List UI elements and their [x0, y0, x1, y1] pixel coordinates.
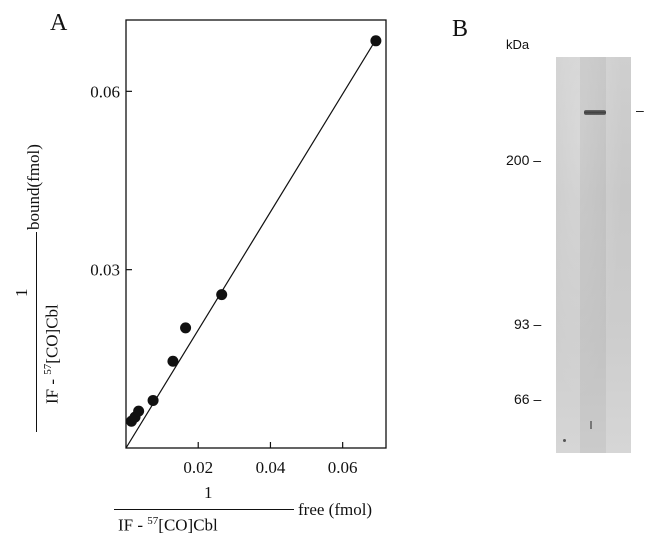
y-axis-label-numerator: 1 [12, 288, 31, 298]
x-axis-label-suffix: free (fmol) [298, 500, 373, 519]
scatter-chart: 0.03 0.06 0.02 0.04 0.06 [90, 19, 387, 477]
blot-gel-image [556, 57, 631, 453]
marker-tick: – [529, 152, 542, 168]
x-tick-label: 0.06 [328, 458, 358, 477]
data-point [370, 35, 382, 47]
data-point [167, 355, 179, 367]
blot-band [584, 110, 606, 115]
y-axis-label-denominator: IF - 57[CO]Cbl [42, 304, 62, 404]
fit-line [125, 40, 376, 449]
marker-200: 200 – [506, 152, 542, 168]
y-axis-fraction-bar [36, 232, 37, 432]
panel-a-label: A [50, 10, 68, 36]
plot-frame [125, 19, 387, 449]
y-axis-label: 1 IF - 57[CO]Cbl bound(fmol) [12, 122, 72, 442]
x-axis-label-denominator: IF - 57[CO]Cbl [118, 515, 218, 535]
data-point [216, 289, 228, 301]
marker-tick: – [529, 316, 542, 332]
panel-b-label: B [452, 16, 469, 42]
data-point [133, 405, 145, 417]
blot-unit-label: kDa [506, 37, 530, 52]
data-point [180, 322, 192, 334]
y-tick-label: 0.06 [90, 82, 120, 101]
marker-66: 66 – [514, 391, 542, 407]
blot-lane [580, 57, 606, 453]
x-tick-label: 0.04 [256, 458, 286, 477]
marker-93: 93 – [514, 316, 542, 332]
x-axis-fraction-bar [114, 509, 294, 510]
band-marker: – [636, 102, 644, 118]
data-point [147, 394, 159, 406]
marker-tick: – [529, 391, 542, 407]
blot-speck [563, 439, 566, 442]
x-axis-label: 1 IF - 57[CO]Cbl free (fmol) [110, 483, 410, 539]
y-axis-label-suffix: bound(fmol) [24, 144, 43, 230]
x-tick-label: 0.02 [183, 458, 213, 477]
x-axis-label-numerator: 1 [204, 483, 213, 502]
blot-speck [590, 421, 592, 429]
y-tick-label: 0.03 [90, 261, 120, 280]
